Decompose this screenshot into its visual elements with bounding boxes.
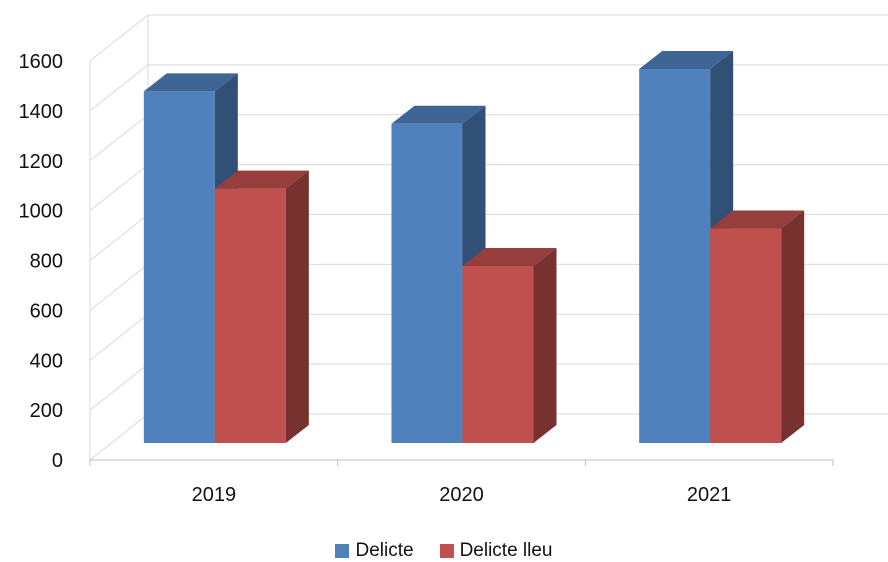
- bar-side-face: [533, 247, 557, 443]
- bar-delicte-lleu-2019: [214, 170, 309, 443]
- y-tick-label: 400: [30, 350, 63, 372]
- legend: Delicte Delicte lleu: [0, 540, 888, 562]
- legend-item-delicte-lleu: Delicte lleu: [439, 540, 553, 562]
- bar-top-face: [462, 247, 557, 266]
- x-axis: [89, 459, 834, 466]
- gridline-diagonal: [89, 313, 149, 361]
- bars: [143, 50, 805, 444]
- legend-swatch-delicte-lleu: [439, 544, 454, 558]
- y-tick-label: 200: [30, 400, 63, 422]
- bar-delicte-2019: [143, 73, 238, 443]
- legend-label-delicte-lleu: Delicte lleu: [459, 540, 553, 561]
- bar-side-face: [781, 210, 805, 443]
- y-tick-label: 1400: [19, 101, 64, 123]
- bar-delicte-lleu-2020: [462, 247, 557, 443]
- bar-top-face: [214, 170, 309, 189]
- y-tick-label: 600: [30, 300, 63, 322]
- gridline-diagonal: [89, 114, 149, 162]
- x-tick-label: 2021: [687, 484, 732, 506]
- y-tick-label: 1600: [19, 51, 64, 73]
- bar-front-face: [639, 68, 711, 443]
- y-axis-ticks: 0 200 400 600 800 1000 1200 1400 1600: [19, 51, 64, 472]
- x-tick-label: 2019: [192, 484, 237, 506]
- y-tick-label: 0: [52, 450, 63, 472]
- legend-swatch-delicte: [335, 544, 350, 558]
- y-tick-label: 1000: [19, 201, 64, 223]
- bar-front-face: [214, 188, 286, 443]
- bar-front-face: [391, 123, 463, 444]
- gridline-diagonal: [89, 263, 149, 311]
- x-axis-ticks: 2019 2020 2021: [192, 484, 732, 506]
- floor-left-edge: [89, 413, 149, 461]
- bar-delicte-lleu-2021: [710, 210, 805, 443]
- gridline-diagonal: [89, 164, 149, 212]
- x-tick-label: 2020: [439, 484, 484, 506]
- gridline-diagonal: [89, 14, 149, 62]
- gridline-diagonal: [89, 64, 149, 112]
- bar-top-face: [710, 210, 805, 229]
- bar-front-face: [143, 91, 215, 443]
- gridline-diagonal: [89, 214, 149, 261]
- gridline-diagonal: [89, 363, 149, 411]
- bar-top-face: [639, 50, 734, 69]
- bar-side-face: [285, 170, 309, 443]
- bar-top-face: [391, 105, 486, 124]
- y-tick-label: 1200: [19, 151, 64, 173]
- bar-front-face: [710, 228, 782, 443]
- bar-front-face: [462, 265, 534, 443]
- legend-label-delicte: Delicte: [355, 540, 414, 561]
- bar-top-face: [143, 73, 238, 92]
- legend-item-delicte: Delicte: [335, 540, 414, 562]
- y-tick-label: 800: [30, 251, 63, 273]
